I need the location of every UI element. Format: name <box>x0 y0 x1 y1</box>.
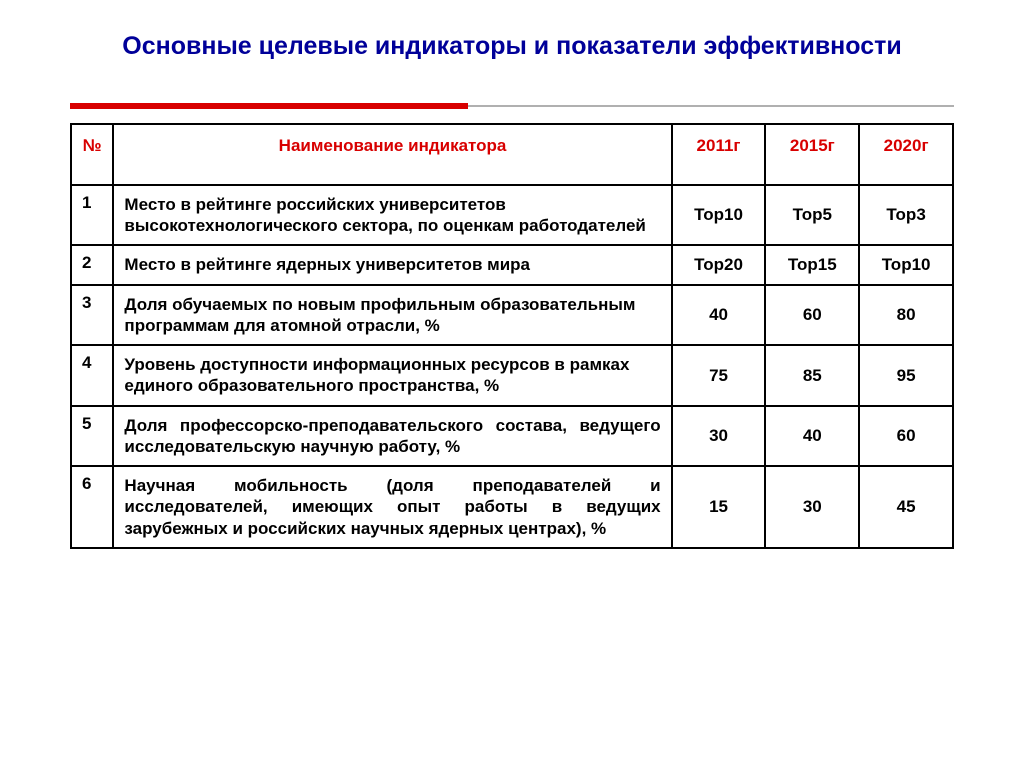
page-title: Основные целевые индикаторы и показатели… <box>70 30 954 63</box>
val-2015: 30 <box>765 466 859 548</box>
row-num: 1 <box>71 185 113 246</box>
val-2020: Top3 <box>859 185 953 246</box>
row-num: 6 <box>71 466 113 548</box>
val-2015: Top5 <box>765 185 859 246</box>
val-2011: Top20 <box>672 245 766 284</box>
table-header-row: № Наименование индикатора 2011г 2015г 20… <box>71 124 953 185</box>
row-desc: Доля обучаемых по новым профильным образ… <box>113 285 671 346</box>
val-2015: 40 <box>765 406 859 467</box>
table-body: 1 Место в рейтинге российских университе… <box>71 185 953 548</box>
divider-gray <box>468 105 954 107</box>
col-num-header: № <box>71 124 113 185</box>
val-2015: Top15 <box>765 245 859 284</box>
row-num: 4 <box>71 345 113 406</box>
val-2020: Top10 <box>859 245 953 284</box>
val-2020: 60 <box>859 406 953 467</box>
row-desc: Доля профессорско-преподавательского сос… <box>113 406 671 467</box>
table-row: 3 Доля обучаемых по новым профильным обр… <box>71 285 953 346</box>
indicators-table: № Наименование индикатора 2011г 2015г 20… <box>70 123 954 549</box>
val-2020: 45 <box>859 466 953 548</box>
val-2015: 60 <box>765 285 859 346</box>
divider-red <box>70 103 468 109</box>
table-row: 2 Место в рейтинге ядерных университетов… <box>71 245 953 284</box>
val-2011: 75 <box>672 345 766 406</box>
col-2015-header: 2015г <box>765 124 859 185</box>
table-row: 4 Уровень доступности информационных рес… <box>71 345 953 406</box>
row-num: 3 <box>71 285 113 346</box>
row-desc: Научная мобильность (доля преподавателей… <box>113 466 671 548</box>
table-row: 5 Доля профессорско-преподавательского с… <box>71 406 953 467</box>
col-2020-header: 2020г <box>859 124 953 185</box>
table-row: 6 Научная мобильность (доля преподавател… <box>71 466 953 548</box>
col-2011-header: 2011г <box>672 124 766 185</box>
col-indicator-header: Наименование индикатора <box>113 124 671 185</box>
val-2015: 85 <box>765 345 859 406</box>
row-desc: Уровень доступности информационных ресур… <box>113 345 671 406</box>
val-2011: 40 <box>672 285 766 346</box>
val-2011: 30 <box>672 406 766 467</box>
row-desc: Место в рейтинге ядерных университетов м… <box>113 245 671 284</box>
val-2011: Top10 <box>672 185 766 246</box>
row-num: 5 <box>71 406 113 467</box>
table-row: 1 Место в рейтинге российских университе… <box>71 185 953 246</box>
val-2011: 15 <box>672 466 766 548</box>
row-desc: Место в рейтинге российских университето… <box>113 185 671 246</box>
val-2020: 95 <box>859 345 953 406</box>
divider <box>70 103 954 109</box>
val-2020: 80 <box>859 285 953 346</box>
row-num: 2 <box>71 245 113 284</box>
